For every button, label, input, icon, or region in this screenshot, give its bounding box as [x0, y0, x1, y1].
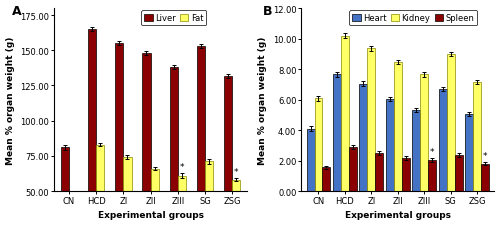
Text: *: *: [180, 163, 184, 171]
Y-axis label: Mean % organ weight (g): Mean % organ weight (g): [6, 36, 15, 164]
Legend: Heart, Kidney, Spleen: Heart, Kidney, Spleen: [350, 11, 478, 26]
Bar: [232, 180, 240, 225]
Bar: [447, 54, 455, 191]
Bar: [150, 169, 158, 225]
Bar: [402, 159, 410, 191]
Bar: [349, 147, 357, 191]
Bar: [360, 84, 368, 191]
Bar: [322, 168, 330, 191]
X-axis label: Experimental groups: Experimental groups: [98, 211, 204, 219]
Bar: [474, 83, 481, 191]
Bar: [224, 76, 232, 225]
Bar: [96, 145, 104, 225]
Text: *: *: [430, 147, 434, 156]
Bar: [439, 90, 447, 191]
Text: *: *: [234, 167, 238, 176]
Bar: [314, 99, 322, 191]
Bar: [115, 44, 124, 225]
Bar: [205, 162, 213, 225]
Bar: [197, 47, 205, 225]
Text: B: B: [262, 5, 272, 18]
Bar: [333, 75, 341, 191]
Bar: [386, 99, 394, 191]
Bar: [88, 30, 96, 225]
Legend: Liver, Fat: Liver, Fat: [142, 11, 206, 26]
Bar: [376, 153, 384, 191]
Text: *: *: [483, 151, 488, 160]
Bar: [368, 49, 376, 191]
Bar: [124, 158, 132, 225]
Bar: [61, 148, 69, 225]
Bar: [142, 54, 150, 225]
Bar: [428, 160, 436, 191]
Bar: [394, 63, 402, 191]
Bar: [455, 155, 462, 191]
Y-axis label: Mean % organ weight (g): Mean % organ weight (g): [258, 36, 267, 164]
Text: A: A: [12, 5, 21, 18]
Bar: [178, 176, 186, 225]
Bar: [69, 208, 77, 225]
Bar: [466, 115, 473, 191]
Bar: [306, 129, 314, 191]
Bar: [481, 164, 489, 191]
Bar: [412, 111, 420, 191]
X-axis label: Experimental groups: Experimental groups: [345, 211, 451, 219]
Bar: [341, 36, 349, 191]
Bar: [170, 68, 178, 225]
Bar: [420, 75, 428, 191]
